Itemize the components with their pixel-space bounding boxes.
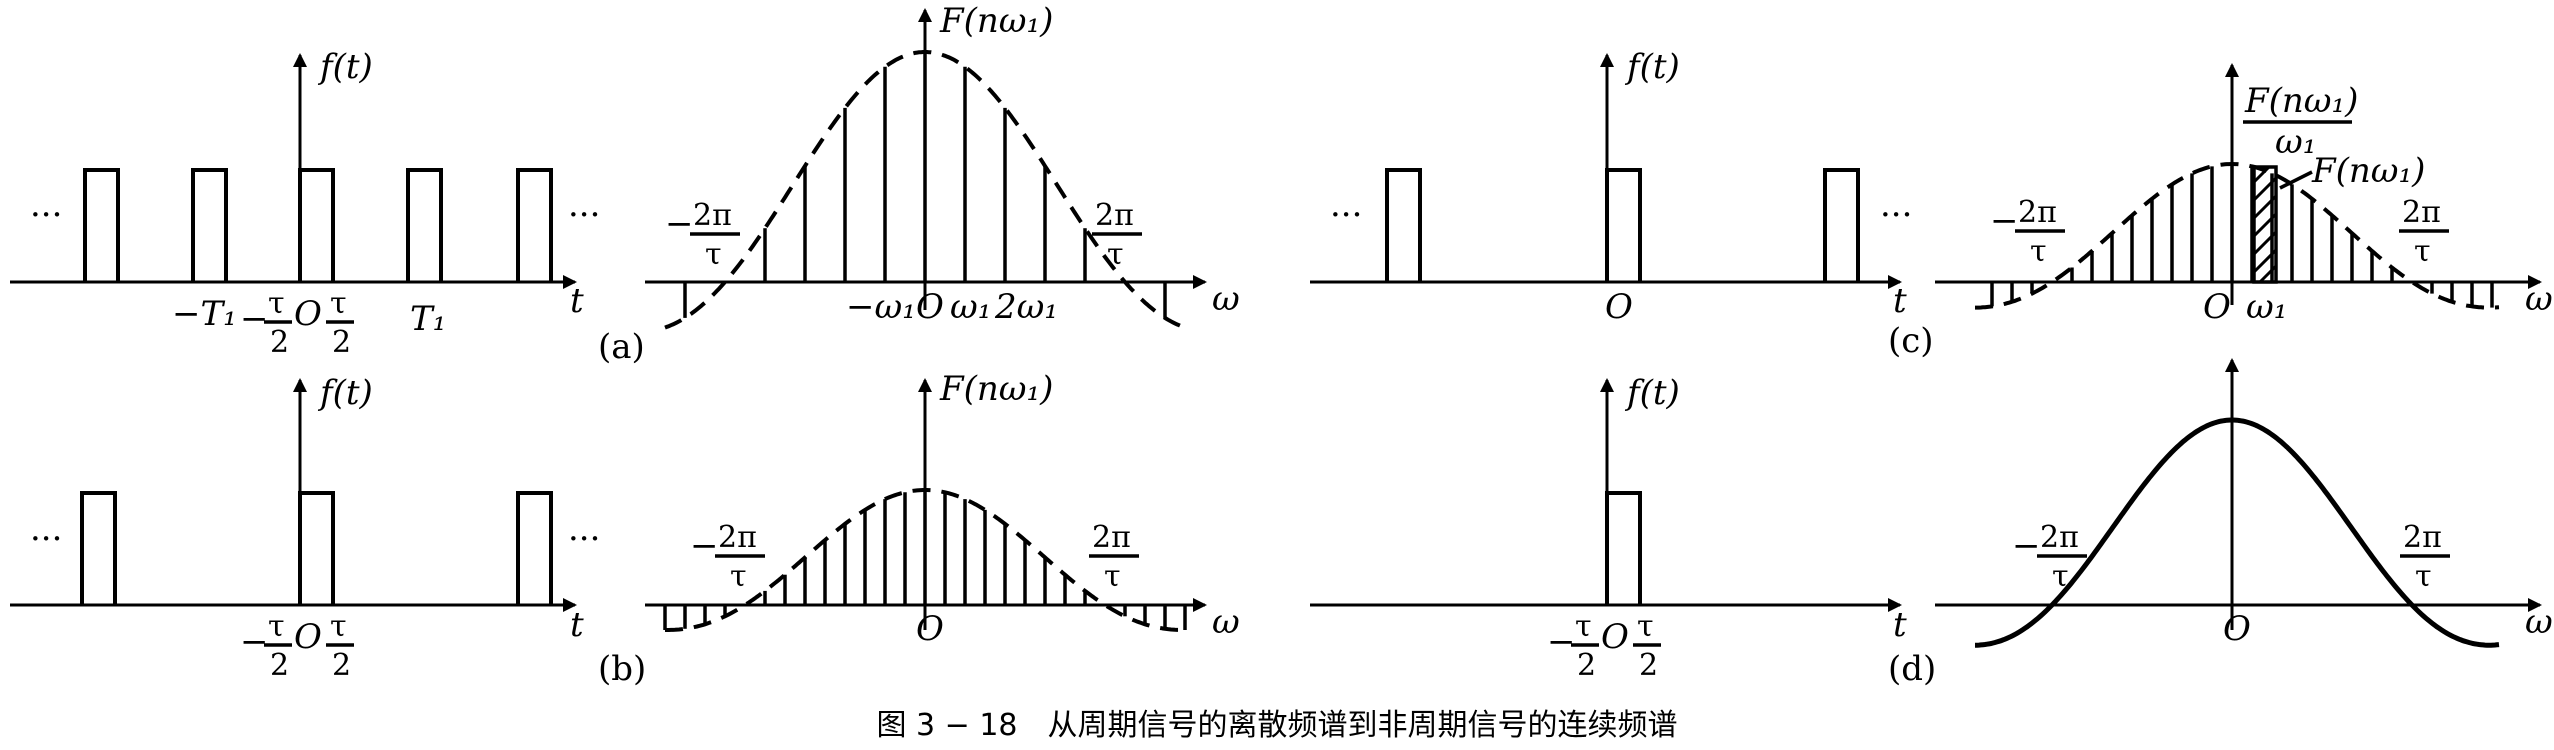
- w1-den: ω₁: [2275, 122, 2316, 162]
- panel-b-time: f(t) ··· ··· t − τ 2 O τ 2: [10, 373, 600, 683]
- hatched-strip: [2252, 165, 2278, 284]
- origin-label: O: [2203, 287, 2231, 327]
- omega-label: ω: [2525, 279, 2553, 319]
- pulse-train-c: [1385, 168, 1860, 282]
- sinc-envelope-a: [664, 50, 1186, 330]
- spectral-lines-b: [663, 490, 1187, 630]
- tau-den: τ: [2415, 559, 2432, 594]
- neg-sign: −: [2012, 526, 2041, 566]
- tau-den: τ: [2052, 559, 2069, 594]
- dots-left: ···: [30, 519, 62, 559]
- omega-label: ω: [1212, 279, 1240, 319]
- dots-right: ···: [568, 195, 600, 235]
- panel-a-tag: (a): [598, 327, 645, 367]
- two-pi-num: 2π: [2402, 195, 2441, 230]
- two-den-right: 2: [332, 648, 351, 683]
- w1-label: ω₁: [950, 287, 991, 327]
- tau-num-right: τ: [1637, 609, 1654, 644]
- neg-sign: −: [1547, 622, 1576, 662]
- tau-num-left: τ: [1575, 609, 1592, 644]
- panel-a-spectrum: F(nω₁) ω − 2π τ 2π τ −ω₁ O ω₁ 2ω₁ (a): [598, 1, 1240, 367]
- two-den-left: 2: [270, 648, 289, 683]
- single-pulse-d: [1605, 491, 1642, 605]
- origin-label: O: [1605, 287, 1633, 327]
- neg-sign: −: [1990, 201, 2019, 241]
- panel-c-tag: (c): [1888, 321, 1934, 361]
- ft-label: f(t): [1624, 47, 1680, 87]
- two-w1-label: 2ω₁: [994, 287, 1058, 327]
- tau-num-right: τ: [330, 286, 347, 321]
- two-pi-num: 2π: [718, 520, 757, 555]
- dots-right: ···: [1880, 195, 1912, 235]
- omega-label: ω: [1212, 602, 1240, 642]
- panel-d-spectrum: ω − 2π τ 2π τ O (d): [1888, 358, 2553, 689]
- neg-sign: −: [665, 204, 694, 244]
- tau-num-left: τ: [268, 286, 285, 321]
- Fnw-label: F(nω₁): [939, 1, 1053, 41]
- ft-label: f(t): [317, 373, 373, 413]
- Fnw-label: F(nω₁): [2311, 151, 2425, 191]
- two-den-left: 2: [270, 325, 289, 360]
- panel-c-time: f(t) ··· ··· t O: [1310, 47, 1912, 327]
- continuous-spectrum-d: [1975, 417, 2500, 648]
- two-pi-num: 2π: [1095, 198, 1134, 233]
- tau-num-right: τ: [330, 609, 347, 644]
- tau-den: τ: [2414, 234, 2431, 269]
- two-pi-num: 2π: [2018, 195, 2057, 230]
- two-den-right: 2: [332, 325, 351, 360]
- t-label: t: [570, 281, 584, 321]
- neg-sign: −: [690, 526, 719, 566]
- panel-d-tag: (d): [1888, 649, 1936, 689]
- dots-left: ···: [1330, 195, 1362, 235]
- t-label: t: [570, 605, 584, 645]
- omega-label: ω: [2525, 602, 2553, 642]
- pulse-train-a: [83, 168, 553, 282]
- dots-right: ···: [568, 519, 600, 559]
- neg-w1-label: −ω₁: [846, 287, 916, 327]
- panel-b-spectrum: F(nω₁) ω − 2π τ 2π τ O (b): [598, 369, 1240, 689]
- panel-a-time: f(t) ··· ··· t −T₁ T₁ − τ 2 O τ 2: [10, 47, 600, 360]
- tau-num-left: τ: [268, 609, 285, 644]
- hatch-lines: [2252, 165, 2278, 284]
- tau-den: τ: [1107, 237, 1124, 272]
- sinc-envelope-b: [665, 488, 1185, 632]
- origin-label: O: [1601, 617, 1629, 657]
- neg-T1-label: −T₁: [172, 294, 237, 334]
- Fnw-label: F(nω₁): [939, 369, 1053, 409]
- origin-label: O: [2223, 609, 2251, 649]
- origin-label: O: [294, 294, 322, 334]
- dots-left: ···: [30, 195, 62, 235]
- tau-den: τ: [705, 237, 722, 272]
- ft-label: f(t): [317, 47, 373, 87]
- tau-den: τ: [730, 559, 747, 594]
- leader-line: [2279, 170, 2313, 190]
- panel-d-time: f(t) t − τ 2 O τ 2: [1310, 373, 1907, 683]
- two-pi-num: 2π: [2403, 520, 2442, 555]
- panel-c-spectrum: F(nω₁) ω₁ F(nω₁) ω − 2π τ 2π τ O ω₁ (c): [1888, 63, 2553, 361]
- w1-label: ω₁: [2246, 287, 2287, 327]
- origin-label: O: [916, 609, 944, 649]
- neg-sign: −: [240, 299, 269, 339]
- two-pi-num: 2π: [1092, 520, 1131, 555]
- origin-label: O: [294, 617, 322, 657]
- panel-b-tag: (b): [598, 649, 646, 689]
- tau-den: τ: [1104, 559, 1121, 594]
- figure-caption: 图 3 − 18 从周期信号的离散频谱到非周期信号的连续频谱: [876, 708, 1677, 743]
- T1-label: T₁: [410, 299, 446, 339]
- sinc-envelope-c: [1975, 162, 2500, 310]
- Fnw-over-num: F(nω₁): [2244, 81, 2358, 121]
- two-den-right: 2: [1639, 648, 1658, 683]
- neg-sign: −: [240, 622, 269, 662]
- t-label: t: [1893, 281, 1907, 321]
- two-pi-num: 2π: [693, 198, 732, 233]
- two-pi-num: 2π: [2040, 520, 2079, 555]
- ft-label: f(t): [1624, 373, 1680, 413]
- t-label: t: [1893, 605, 1907, 645]
- tau-den: τ: [2030, 234, 2047, 269]
- spectral-lines-a: [683, 52, 1167, 318]
- origin-label: O: [916, 287, 944, 327]
- pulse-train-b: [80, 491, 553, 605]
- two-den-left: 2: [1577, 648, 1596, 683]
